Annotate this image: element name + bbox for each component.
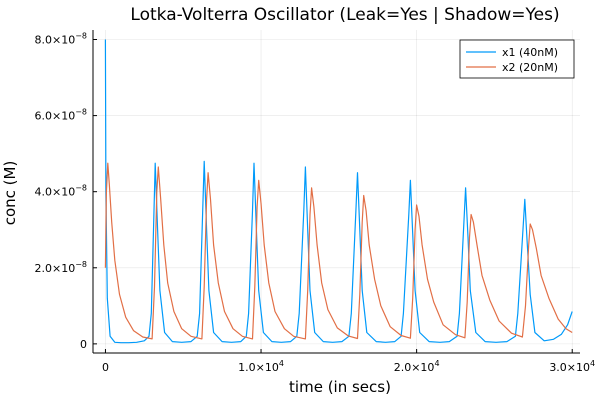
y-tick-exponent: −8 [75, 108, 87, 117]
x-tick-exponent: 4 [279, 359, 284, 368]
y-tick-mantissa: 4.0×10 [34, 186, 75, 199]
y-tick-label: 4.0×10−8 [34, 184, 87, 199]
x-axis-label: time (in secs) [289, 378, 391, 396]
y-tick-label: 6.0×10−8 [34, 108, 87, 123]
y-tick-exponent: −8 [75, 184, 87, 193]
x-tick-exponent: 4 [590, 359, 595, 368]
legend: x1 (40nM) x2 (20nM) [459, 39, 575, 79]
y-tick-mantissa: 2.0×10 [34, 262, 75, 275]
y-tick-label: 8.0×10−8 [34, 32, 87, 47]
x-tick-label: 2.0×104 [394, 359, 440, 374]
series-line-1 [104, 39, 573, 344]
x-tick-label: 0 [102, 361, 109, 374]
x-tick-mantissa: 2.0×10 [394, 361, 435, 374]
axes [92, 30, 580, 354]
x-tick-mantissa: 3.0×10 [549, 361, 590, 374]
legend-box [459, 39, 575, 79]
y-tick-label: 2.0×10−8 [34, 260, 87, 275]
x-tick-exponent: 4 [434, 359, 439, 368]
plot-series [104, 39, 573, 344]
y-tick-exponent: −8 [75, 260, 87, 269]
x-tick-mantissa: 0 [102, 361, 109, 374]
y-tick-exponent: −8 [75, 32, 87, 41]
chart-title: Lotka-Volterra Oscillator (Leak=Yes | Sh… [130, 5, 559, 25]
tick-labels: 0 1.0×104 2.0×104 3.0×10402.0×10−84.0×10−86… [34, 32, 595, 374]
y-axis-label: conc (M) [1, 161, 19, 226]
legend-label-1: x1 (40nM) [502, 46, 558, 59]
x-tick-label: 1.0×104 [238, 359, 284, 374]
y-tick-mantissa: 0 [80, 338, 87, 351]
x-tick-mantissa: 1.0×10 [238, 361, 279, 374]
x-tick-label: 3.0×104 [549, 359, 595, 374]
y-tick-label: 0 [80, 338, 87, 351]
series-line-2 [104, 162, 573, 340]
y-tick-mantissa: 6.0×10 [34, 110, 75, 123]
y-tick-mantissa: 8.0×10 [34, 34, 75, 47]
grid [93, 30, 580, 353]
legend-label-2: x2 (20nM) [502, 61, 558, 74]
